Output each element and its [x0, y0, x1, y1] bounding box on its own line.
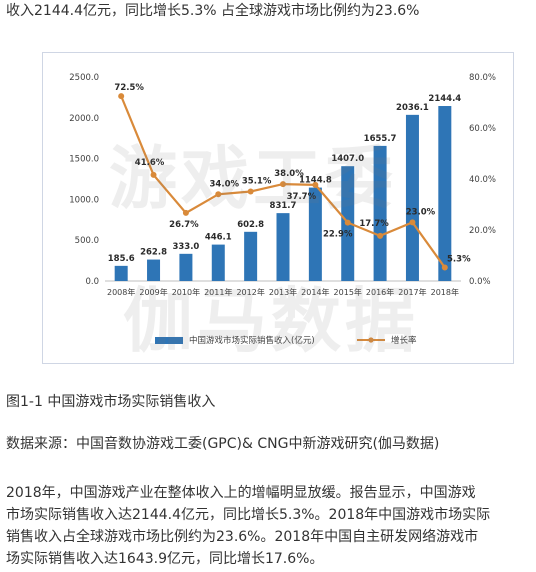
bar-value-label: 185.6: [108, 254, 135, 264]
bar-value-label: 2144.4: [428, 94, 461, 104]
bar-value-label: 262.8: [140, 248, 167, 258]
y-right-tick-label: 80.0%: [469, 73, 496, 83]
x-tick-label: 2009年: [139, 287, 167, 297]
x-tick-label: 2017年: [398, 287, 426, 297]
legend-bar-label: 中国游戏市场实际销售收入(亿元): [189, 335, 315, 346]
growth-rate-point: [344, 219, 351, 226]
article-paragraph: 2018年，中国游戏产业在整体收入上的增幅明显放缓。报告显示，中国游戏 市场实际…: [6, 482, 536, 570]
x-tick-label: 2012年: [236, 287, 264, 297]
x-tick-label: 2010年: [172, 287, 200, 297]
bar: [211, 244, 225, 281]
growth-rate-label: 72.5%: [114, 83, 144, 93]
bar-value-label: 1407.0: [331, 154, 364, 164]
legend-line-label: 增长率: [391, 335, 417, 346]
paragraph-line: 场实际销售收入达1643.9亿元，同比增长17.6%。: [6, 551, 324, 567]
chart-svg: 0.0 500.0 1000.0 1500.0 2000.0 2500.0 0.0% 20.0…: [69, 73, 496, 346]
bar: [373, 145, 387, 281]
growth-rate-point: [280, 181, 286, 188]
data-source: 数据来源：中国音数协游戏工委(GPC)& CNG中新游戏研究(伽马数据): [6, 436, 440, 452]
x-tick-label: 2013年: [269, 287, 297, 297]
growth-rate-point: [441, 264, 448, 271]
x-tick-label: 2011年: [204, 287, 232, 297]
growth-rate-label: 26.7%: [169, 220, 199, 230]
bar: [438, 106, 452, 281]
growth-rate-point: [150, 171, 157, 178]
growth-rate-point: [182, 209, 189, 216]
bar: [405, 114, 419, 281]
paragraph-line: 2018年，中国游戏产业在整体收入上的增幅明显放缓。报告显示，中国游戏: [6, 485, 476, 501]
growth-rate-label: 22.9%: [323, 230, 353, 240]
top-line-text: 收入2144.4亿元，同比增长5.3% 占全球游戏市场比例约为23.6%: [6, 3, 420, 19]
bar-value-label: 446.1: [205, 233, 232, 243]
y-right-tick-label: 40.0%: [469, 175, 496, 185]
bar-value-label: 333.0: [172, 242, 199, 252]
figure-caption: 图1-1 中国游戏市场实际销售收入: [6, 394, 216, 410]
growth-rate-label: 5.3%: [447, 254, 471, 264]
legend-line-marker: [368, 337, 374, 343]
bar-value-label: 1144.8: [299, 176, 332, 186]
growth-rate-label: 35.1%: [242, 176, 272, 186]
bar: [114, 265, 128, 281]
y-right-tick-label: 20.0%: [469, 226, 496, 236]
bar: [276, 213, 290, 281]
legend-bar-swatch: [155, 337, 183, 344]
growth-rate-point: [215, 191, 222, 198]
x-tick-label: 2008年: [107, 287, 135, 297]
bar: [179, 253, 193, 281]
x-tick-label: 2015年: [334, 287, 362, 297]
x-tick-label: 2014年: [301, 287, 329, 297]
x-tick-label: 2018年: [431, 287, 459, 297]
growth-rate-label: 37.7%: [287, 192, 317, 202]
y-left-tick-label: 1500.0: [69, 155, 99, 165]
growth-rate-point: [118, 93, 125, 100]
growth-rate-point: [377, 232, 384, 239]
y-left-tick-label: 2500.0: [69, 73, 99, 83]
chart-container: 0.0 500.0 1000.0 1500.0 2000.0 2500.0 0.0% 20.0…: [42, 52, 514, 364]
y-right-tick-label: 60.0%: [469, 124, 496, 134]
y-left-tick-label: 0.0: [85, 277, 99, 287]
y-left-tick-label: 500.0: [75, 236, 99, 246]
bar-value-label: 831.7: [270, 201, 297, 211]
growth-rate-label: 17.7%: [359, 219, 389, 229]
y-left-tick-label: 2000.0: [69, 114, 99, 124]
x-tick-label: 2016年: [366, 287, 394, 297]
bar: [308, 187, 322, 281]
growth-rate-point: [247, 188, 254, 195]
growth-rate-label: 41.6%: [135, 158, 165, 168]
bar-value-label: 602.8: [237, 220, 264, 230]
bar: [147, 259, 161, 281]
paragraph-line: 市场实际销售收入达2144.4亿元，同比增长5.3%。2018年中国游戏市场实际: [6, 507, 491, 523]
y-left-tick-label: 1000.0: [69, 195, 99, 205]
growth-rate-label: 38.0%: [274, 169, 304, 179]
growth-rate-label: 23.0%: [406, 207, 436, 217]
growth-rate-point: [409, 219, 416, 226]
bar-value-label: 1655.7: [364, 134, 397, 144]
bar: [244, 231, 258, 281]
y-right-tick-label: 0.0%: [469, 277, 491, 287]
paragraph-line: 销售收入占全球游戏市场比例约为23.6%。2018年中国自主研发网络游戏市: [6, 529, 479, 545]
growth-rate-label: 34.0%: [210, 179, 240, 189]
bar-value-label: 2036.1: [396, 103, 429, 113]
growth-rate-point: [312, 181, 319, 188]
